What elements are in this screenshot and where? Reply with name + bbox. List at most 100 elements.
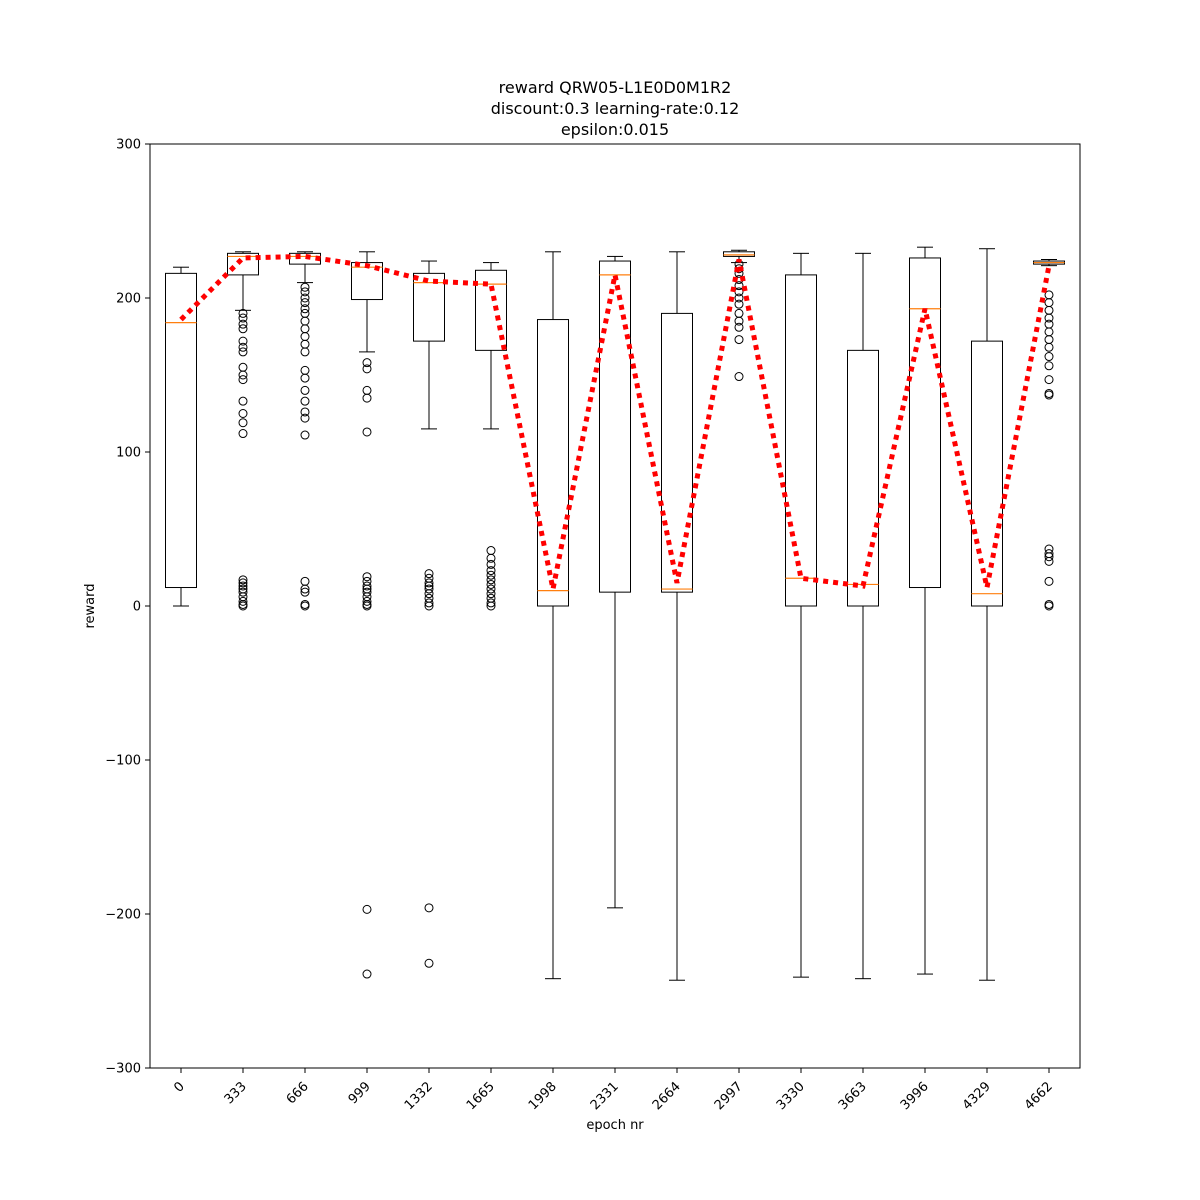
box-iqr bbox=[661, 312, 693, 593]
x-tick-label: 3996 bbox=[898, 1079, 932, 1113]
box-4329 bbox=[971, 248, 1003, 981]
outlier-point bbox=[424, 573, 434, 583]
x-tick-label: 333 bbox=[222, 1079, 250, 1107]
outlier-point bbox=[362, 385, 372, 395]
outlier-point bbox=[1044, 556, 1054, 566]
outlier-point bbox=[300, 373, 310, 383]
outlier-point bbox=[486, 584, 496, 594]
outlier-point bbox=[424, 569, 434, 579]
y-tick-label: 0 bbox=[133, 600, 141, 615]
chart-title-line-3: epsilon:0.015 bbox=[560, 120, 670, 139]
box-2331 bbox=[599, 255, 631, 909]
outlier-point bbox=[486, 579, 496, 589]
outlier-point bbox=[424, 601, 434, 611]
box-iqr bbox=[909, 257, 941, 589]
x-tick-label: 1665 bbox=[464, 1079, 498, 1113]
mean-line bbox=[179, 253, 1052, 590]
boxes-layer bbox=[165, 246, 1065, 981]
y-tick-label: −200 bbox=[105, 908, 141, 923]
outlier-point bbox=[486, 593, 496, 603]
outlier-point bbox=[238, 370, 248, 380]
outlier-point bbox=[300, 385, 310, 395]
x-tick-label: 1998 bbox=[526, 1079, 560, 1113]
box-iqr bbox=[413, 272, 445, 342]
box-1332 bbox=[413, 260, 445, 968]
outlier-point bbox=[238, 336, 248, 346]
box-1998 bbox=[537, 251, 569, 980]
outlier-point bbox=[300, 396, 310, 406]
outlier-point bbox=[300, 430, 310, 440]
outlier-point bbox=[238, 601, 248, 611]
box-iqr bbox=[847, 349, 879, 607]
x-tick-label: 2997 bbox=[712, 1079, 746, 1113]
outlier-point bbox=[1044, 319, 1054, 329]
box-333 bbox=[227, 251, 259, 611]
outlier-point bbox=[300, 347, 310, 357]
outlier-point bbox=[362, 596, 372, 606]
outlier-point bbox=[300, 324, 310, 334]
outlier-point bbox=[486, 589, 496, 599]
box-2664 bbox=[661, 251, 693, 981]
outlier-point bbox=[238, 587, 248, 597]
x-tick-label: 2331 bbox=[588, 1079, 622, 1113]
outlier-point bbox=[486, 570, 496, 580]
box-iqr bbox=[599, 260, 631, 593]
outlier-point bbox=[362, 581, 372, 591]
outlier-point bbox=[1044, 552, 1054, 562]
outlier-point bbox=[238, 396, 248, 406]
y-tick-label: 100 bbox=[116, 446, 141, 461]
outlier-point bbox=[424, 578, 434, 588]
outlier-point bbox=[486, 546, 496, 556]
chart-title-line-2: discount:0.3 learning-rate:0.12 bbox=[490, 99, 740, 118]
outlier-point bbox=[734, 281, 744, 291]
outlier-point bbox=[362, 427, 372, 437]
outlier-point bbox=[362, 576, 372, 586]
chart-title-line-1: reward QRW05-L1E0D0M1R2 bbox=[498, 78, 732, 97]
outlier-point bbox=[362, 393, 372, 403]
x-axis: 0 333 666 999 1332 1665 1998 2331 2664 2997 3330 36… bbox=[171, 1068, 1056, 1113]
outlier-point bbox=[424, 593, 434, 603]
outlier-point bbox=[300, 282, 310, 292]
box-iqr bbox=[227, 252, 259, 276]
outlier-point bbox=[1044, 313, 1054, 323]
box-iqr bbox=[165, 272, 197, 589]
outlier-point bbox=[734, 322, 744, 332]
outlier-point bbox=[486, 601, 496, 611]
outlier-point bbox=[300, 339, 310, 349]
outlier-point bbox=[300, 316, 310, 326]
y-tick-label: −100 bbox=[105, 754, 141, 769]
box-iqr bbox=[971, 340, 1003, 607]
outlier-point bbox=[238, 324, 248, 334]
outlier-point bbox=[734, 308, 744, 318]
box-1665 bbox=[475, 262, 507, 611]
outlier-point bbox=[734, 372, 744, 382]
outlier-point bbox=[486, 566, 496, 576]
box-999 bbox=[351, 251, 383, 979]
outlier-point bbox=[424, 958, 434, 968]
outlier-point bbox=[300, 287, 310, 297]
outlier-point bbox=[734, 299, 744, 309]
y-axis-label: reward bbox=[83, 583, 98, 628]
outlier-point bbox=[362, 969, 372, 979]
outlier-point bbox=[362, 572, 372, 582]
outlier-point bbox=[734, 293, 744, 303]
x-axis-label: epoch nr bbox=[586, 1118, 644, 1133]
x-tick-label: 4662 bbox=[1022, 1079, 1056, 1113]
x-tick-label: 0 bbox=[171, 1079, 187, 1095]
outlier-point bbox=[300, 587, 310, 597]
outlier-point bbox=[1044, 576, 1054, 586]
outlier-point bbox=[362, 904, 372, 914]
box-iqr bbox=[785, 274, 817, 607]
outlier-point bbox=[1044, 305, 1054, 315]
x-tick-label: 4329 bbox=[960, 1079, 994, 1113]
y-tick-label: 300 bbox=[116, 138, 141, 153]
x-tick-label: 2664 bbox=[650, 1079, 684, 1113]
outlier-point bbox=[424, 903, 434, 913]
outlier-point bbox=[300, 584, 310, 594]
outlier-point bbox=[424, 589, 434, 599]
outlier-point bbox=[734, 335, 744, 345]
outlier-point bbox=[238, 578, 248, 588]
box-0 bbox=[165, 266, 197, 607]
x-tick-label: 3663 bbox=[836, 1079, 870, 1113]
